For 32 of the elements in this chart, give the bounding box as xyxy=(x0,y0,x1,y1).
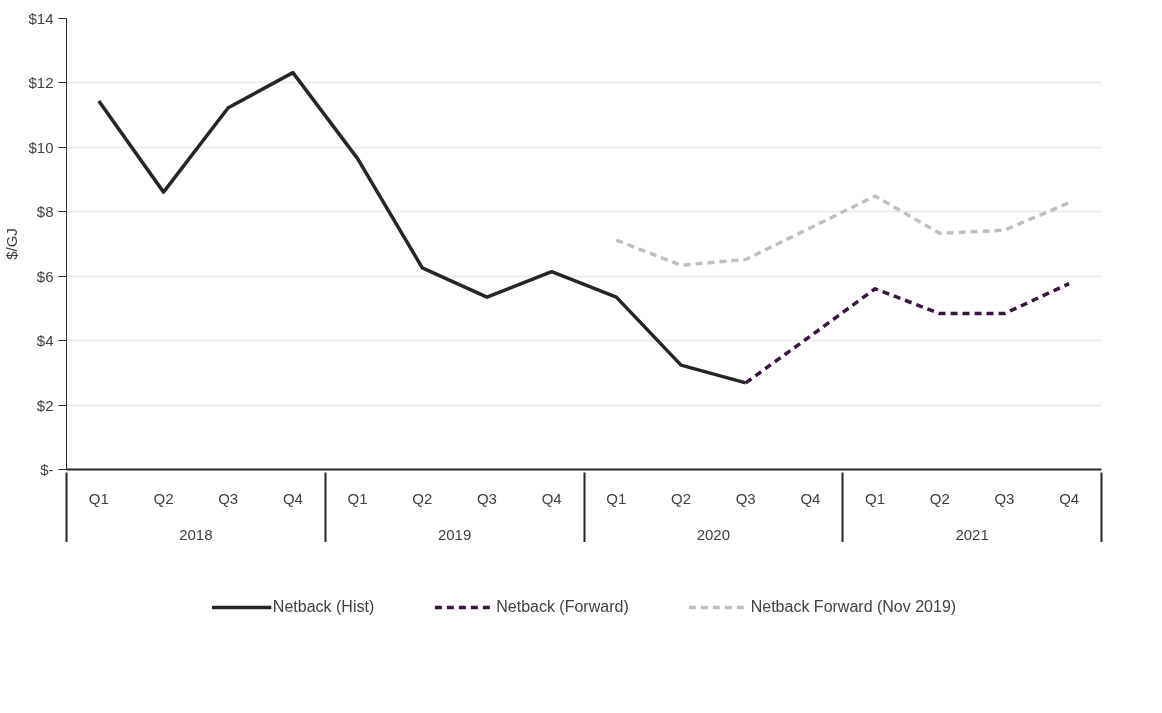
text: 2018 xyxy=(179,525,213,543)
y-axis-title: $/GJ xyxy=(3,228,21,260)
x-tick-label: Q4 xyxy=(282,489,303,507)
x-tick-label: Q2 xyxy=(671,489,692,507)
y-tick-label: $8 xyxy=(36,203,54,221)
x-tick-label: Q4 xyxy=(800,489,821,507)
x-tick-label: Q3 xyxy=(735,489,756,507)
legend-label: Netback Forward (Nov 2019) xyxy=(750,598,957,616)
x-tick-label: Q2 xyxy=(412,489,433,507)
x-tick-label: Q1 xyxy=(347,489,368,507)
y-tick-label: $10 xyxy=(28,138,54,156)
x-tick-label: Q1 xyxy=(88,489,109,507)
legend-label: Netback (Hist) xyxy=(272,598,375,616)
text: 2019 xyxy=(437,525,472,543)
y-tick-label: $12 xyxy=(28,74,54,92)
x-tick-label: Q4 xyxy=(1059,489,1080,507)
x-tick-label: Q4 xyxy=(541,489,562,507)
y-tick-label: $4 xyxy=(36,332,54,350)
y-tick-label: $14 xyxy=(28,10,54,27)
x-tick-label: Q1 xyxy=(606,489,627,507)
y-tick-label: $- xyxy=(40,461,54,478)
text: 2020 xyxy=(696,525,731,543)
x-tick-label: Q2 xyxy=(929,489,950,507)
x-tick-label: Q3 xyxy=(476,489,497,507)
y-tick-label: $6 xyxy=(36,267,54,285)
x-tick-label: Q2 xyxy=(153,489,174,507)
x-tick-label: Q1 xyxy=(865,489,886,507)
text: 2021 xyxy=(955,525,989,543)
legend-label: Netback (Forward) xyxy=(496,598,629,616)
x-tick-label: Q3 xyxy=(218,489,239,507)
x-tick-label: Q3 xyxy=(994,489,1015,507)
y-tick-label: $2 xyxy=(36,396,54,414)
